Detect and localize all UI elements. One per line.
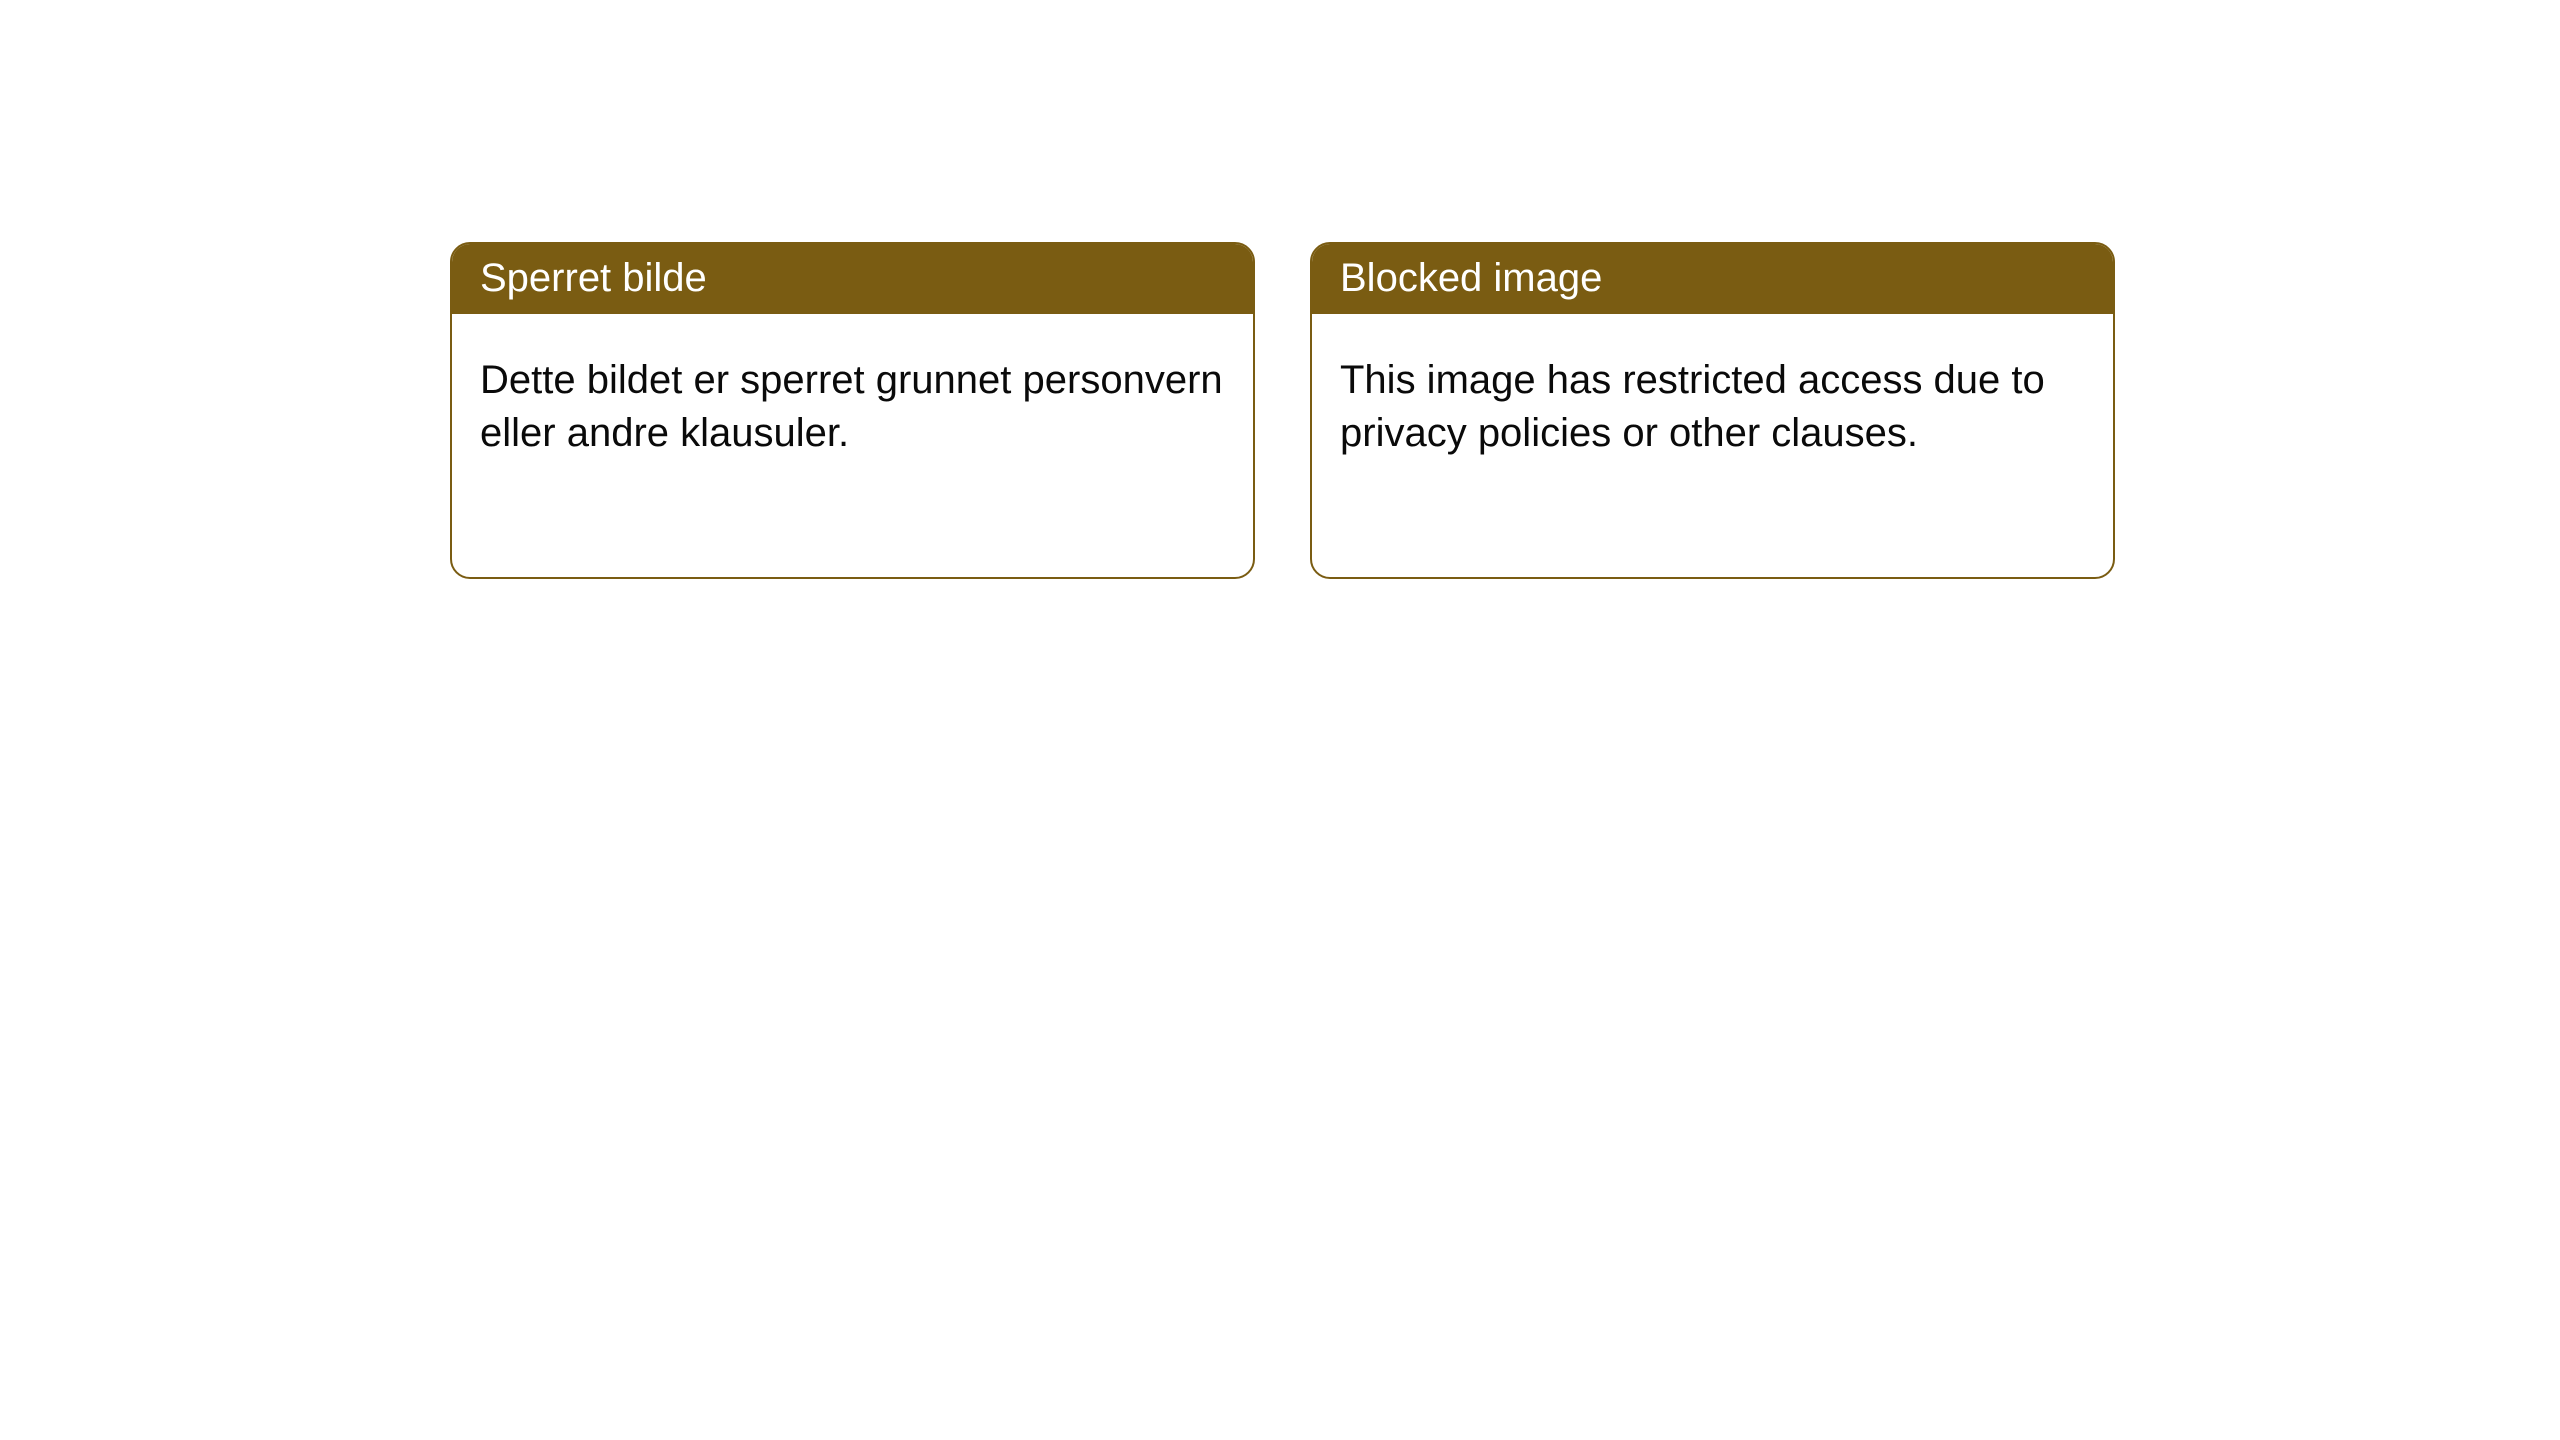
notice-container: Sperret bilde Dette bildet er sperret gr… xyxy=(0,0,2560,579)
notice-card-title: Sperret bilde xyxy=(452,244,1253,314)
notice-card-english: Blocked image This image has restricted … xyxy=(1310,242,2115,579)
notice-card-title: Blocked image xyxy=(1312,244,2113,314)
notice-card-body: Dette bildet er sperret grunnet personve… xyxy=(452,314,1253,480)
notice-card-norwegian: Sperret bilde Dette bildet er sperret gr… xyxy=(450,242,1255,579)
notice-card-body: This image has restricted access due to … xyxy=(1312,314,2113,480)
